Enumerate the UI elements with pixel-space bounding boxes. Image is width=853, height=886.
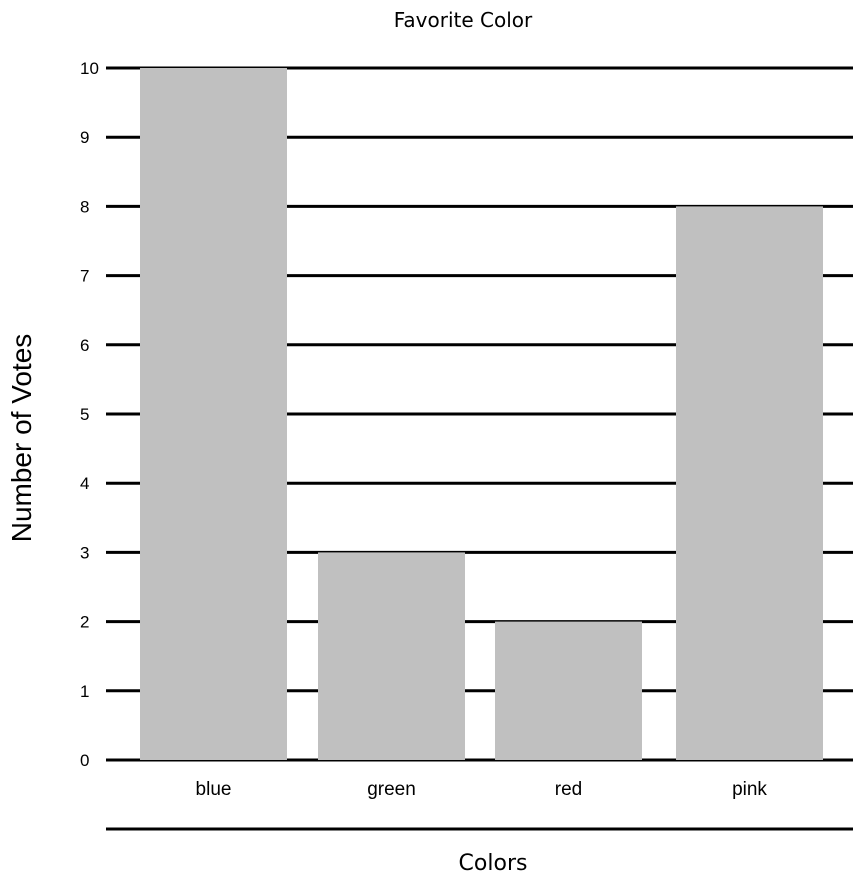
- bar-pink: [676, 206, 823, 760]
- bar-green: [318, 552, 465, 760]
- bar-blue: [140, 68, 287, 760]
- x-axis-label: Colors: [459, 851, 528, 876]
- y-tick-label: 8: [80, 197, 89, 216]
- y-tick-labels: 0 1 2 3 4 5 6 7 8 9 10: [80, 59, 99, 770]
- y-tick-label: 10: [80, 59, 99, 78]
- x-category-labels: blue green red pink: [196, 779, 768, 800]
- x-category-label: green: [367, 779, 416, 800]
- x-category-label: red: [555, 779, 582, 800]
- x-category-label: pink: [732, 779, 767, 800]
- x-category-label: blue: [196, 779, 232, 800]
- y-tick-label: 3: [80, 543, 89, 562]
- chart-title: Favorite Color: [394, 8, 533, 32]
- bar-red: [495, 621, 642, 760]
- y-tick-label: 5: [80, 405, 89, 424]
- y-tick-label: 7: [80, 267, 89, 286]
- y-tick-label: 2: [80, 613, 89, 632]
- y-tick-label: 1: [80, 682, 89, 701]
- y-axis-label: Number of Votes: [6, 334, 37, 543]
- y-tick-label: 9: [80, 128, 89, 147]
- y-tick-label: 6: [80, 336, 89, 355]
- bars: [140, 68, 823, 760]
- y-tick-label: 0: [80, 751, 89, 770]
- y-tick-label: 4: [80, 474, 89, 493]
